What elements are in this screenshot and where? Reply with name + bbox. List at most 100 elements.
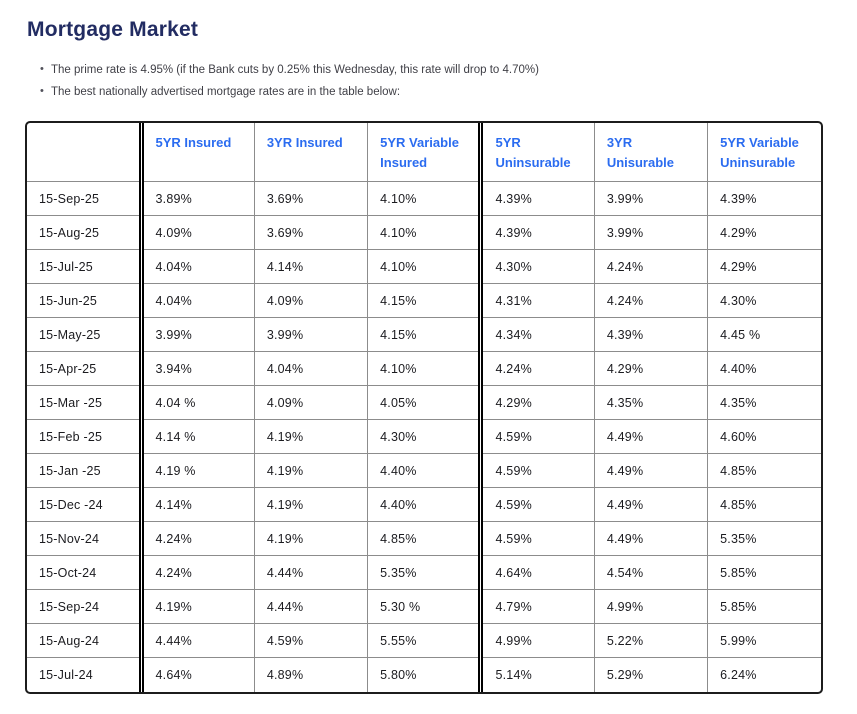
page-title: Mortgage Market [27, 18, 199, 41]
rate-column-header: 3YR Insured [253, 122, 369, 183]
rate-cell: 4.39% [478, 181, 595, 217]
rate-cell: 4.04% [253, 351, 369, 387]
rate-cell: 4.49% [593, 419, 709, 455]
rate-cell: 4.85% [707, 453, 821, 489]
rate-cell: 4.14 % [138, 419, 255, 455]
rate-cell: 4.09% [253, 385, 369, 421]
rate-cell: 5.99% [707, 623, 821, 659]
rate-cell: 4.39% [478, 215, 595, 251]
rate-cell: 3.99% [593, 215, 709, 251]
date-column-header [27, 122, 142, 183]
rate-cell: 4.99% [478, 623, 595, 659]
rate-cell: 4.35% [707, 385, 821, 421]
rate-cell: 4.59% [253, 623, 369, 659]
table-row: 15-Oct-24 4.24% 4.44% 5.35% 4.64% 4.54% 5.85% [27, 555, 821, 591]
rate-cell: 4.24% [138, 555, 255, 591]
table-row: 15-Jun-25 4.04% 4.09% 4.15% 4.31% 4.24% 4.30% [27, 283, 821, 319]
rate-cell: 4.10% [367, 249, 482, 285]
header-row: 5YR Insured 3YR Insured 5YR Variable Insur… [27, 122, 821, 183]
date-cell: 15-May-25 [27, 317, 142, 353]
note-prime-rate: The prime rate is 4.95% (if the Bank cut… [40, 59, 832, 81]
rate-cell: 4.19 % [138, 453, 255, 489]
rate-cell: 4.30% [367, 419, 482, 455]
rate-cell: 4.29% [593, 351, 709, 387]
rate-cell: 3.69% [253, 215, 369, 251]
table-row: 15-Jul-24 4.64% 4.89% 5.80% 5.14% 5.29% 6.24% [27, 657, 821, 692]
date-cell: 15-Nov-24 [27, 521, 142, 557]
rate-cell: 4.15% [367, 317, 482, 353]
rate-cell: 5.22% [593, 623, 709, 659]
rate-cell: 4.64% [138, 657, 255, 692]
rate-cell: 5.14% [478, 657, 595, 692]
date-cell: 15-Aug-25 [27, 215, 142, 251]
date-cell: 15-Dec -24 [27, 487, 142, 523]
rate-cell: 4.89% [253, 657, 369, 692]
rate-cell: 3.94% [138, 351, 255, 387]
rate-cell: 4.19% [253, 521, 369, 557]
rate-cell: 4.44% [138, 623, 255, 659]
rate-column-header: 3YR Unisurable [593, 122, 709, 183]
rate-cell: 4.19% [253, 487, 369, 523]
rate-column-header: 5YR Variable Uninsurable [707, 122, 821, 183]
rate-cell: 5.35% [707, 521, 821, 557]
rate-cell: 4.14% [253, 249, 369, 285]
rate-cell: 4.45 % [707, 317, 821, 353]
rate-cell: 4.19% [138, 589, 255, 625]
rate-cell: 5.29% [593, 657, 709, 692]
note-table-intro: The best nationally advertised mortgage … [40, 81, 832, 103]
rate-cell: 4.10% [367, 351, 482, 387]
rate-cell: 3.99% [253, 317, 369, 353]
rate-cell: 4.54% [593, 555, 709, 591]
table-row: 15-Dec -24 4.14% 4.19% 4.40% 4.59% 4.49% 4.85% [27, 487, 821, 523]
rate-cell: 4.40% [367, 487, 482, 523]
rates-table: 5YR Insured 3YR Insured 5YR Variable Insur… [27, 122, 821, 692]
rate-cell: 4.49% [593, 487, 709, 523]
rate-cell: 4.31% [478, 283, 595, 319]
rate-cell: 4.04% [138, 249, 255, 285]
rate-cell: 4.10% [367, 181, 482, 217]
rate-cell: 4.79% [478, 589, 595, 625]
rate-cell: 4.24% [593, 249, 709, 285]
rate-cell: 5.30 % [367, 589, 482, 625]
date-cell: 15-Jul-25 [27, 249, 142, 285]
date-cell: 15-Jun-25 [27, 283, 142, 319]
table-row: 15-Nov-24 4.24% 4.19% 4.85% 4.59% 4.49% 5.35% [27, 521, 821, 557]
rate-cell: 3.99% [593, 181, 709, 217]
rate-cell: 5.85% [707, 589, 821, 625]
rate-cell: 4.39% [593, 317, 709, 353]
date-cell: 15-Sep-24 [27, 589, 142, 625]
table-row: 15-Sep-24 4.19% 4.44% 5.30 % 4.79% 4.99% 5.85% [27, 589, 821, 625]
rate-cell: 4.30% [707, 283, 821, 319]
rate-cell: 4.14% [138, 487, 255, 523]
rate-cell: 4.59% [478, 419, 595, 455]
rate-cell: 4.29% [478, 385, 595, 421]
rate-cell: 6.24% [707, 657, 821, 692]
table-row: 15-Mar -25 4.04 % 4.09% 4.05% 4.29% 4.35% 4.35… [27, 385, 821, 421]
table-row: 15-Apr-25 3.94% 4.04% 4.10% 4.24% 4.29% 4.40% [27, 351, 821, 387]
rate-cell: 4.09% [253, 283, 369, 319]
table-row: 15-Jul-25 4.04% 4.14% 4.10% 4.30% 4.24% 4.29% [27, 249, 821, 285]
table-row: 15-Jan -25 4.19 % 4.19% 4.40% 4.59% 4.49% 4.85… [27, 453, 821, 489]
table-row: 15-Feb -25 4.14 % 4.19% 4.30% 4.59% 4.49% 4.60… [27, 419, 821, 455]
rates-table-container: 5YR Insured 3YR Insured 5YR Variable Insur… [25, 120, 823, 694]
date-cell: 15-Jan -25 [27, 453, 142, 489]
rates-table-header: 5YR Insured 3YR Insured 5YR Variable Insur… [27, 122, 821, 183]
rate-cell: 4.44% [253, 555, 369, 591]
rate-cell: 4.29% [707, 215, 821, 251]
rate-cell: 4.24% [593, 283, 709, 319]
rate-cell: 4.10% [367, 215, 482, 251]
rate-cell: 4.59% [478, 521, 595, 557]
table-row: 15-Sep-25 3.89% 3.69% 4.10% 4.39% 3.99% 4.39% [27, 181, 821, 217]
rate-cell: 4.35% [593, 385, 709, 421]
rate-cell: 4.30% [478, 249, 595, 285]
rate-cell: 4.59% [478, 453, 595, 489]
rate-cell: 4.09% [138, 215, 255, 251]
rate-column-header: 5YR Uninsurable [478, 122, 595, 183]
rates-table-body: 15-Sep-25 3.89% 3.69% 4.10% 4.39% 3.99% 4.39% 1… [27, 181, 821, 692]
table-row: 15-Aug-24 4.44% 4.59% 5.55% 4.99% 5.22% 5.99% [27, 623, 821, 659]
rate-column-header: 5YR Variable Insured [367, 122, 482, 183]
rate-cell: 5.85% [707, 555, 821, 591]
rate-column-header: 5YR Insured [138, 122, 255, 183]
rate-cell: 4.64% [478, 555, 595, 591]
